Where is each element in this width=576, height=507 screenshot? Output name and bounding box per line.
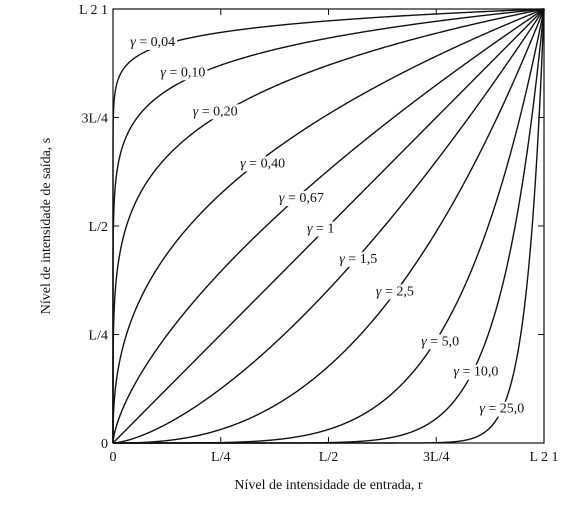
gamma-label-text: γ = 0,04 xyxy=(130,35,175,50)
gamma-label-text: γ = 0,67 xyxy=(279,191,324,206)
gamma-symbol: γ xyxy=(421,334,427,349)
curve-gamma-0_67 xyxy=(112,8,545,444)
gamma-label-0_4: γ = 0,40 xyxy=(238,156,288,172)
curve-gamma-0_04 xyxy=(112,8,545,443)
gamma-symbol: γ xyxy=(307,222,313,237)
x-tick-label: L 2 1 xyxy=(529,450,558,465)
y-tick-label: L/4 xyxy=(89,329,108,344)
gamma-label-background xyxy=(373,284,416,300)
x-axis-title: Nível de intensidade de entrada, r xyxy=(234,478,422,493)
gamma-value: = 0,10 xyxy=(166,65,205,80)
gamma-symbol: γ xyxy=(193,104,199,119)
gamma-label-text: γ = 2,5 xyxy=(376,284,414,299)
gamma-symbol: γ xyxy=(160,65,166,80)
curve-gamma-1_5 xyxy=(112,8,545,444)
gamma-label-0_2: γ = 0,20 xyxy=(190,104,240,120)
gamma-label-background xyxy=(190,104,240,120)
gamma-symbol: γ xyxy=(279,191,285,206)
gamma-symbol: γ xyxy=(453,365,459,380)
gamma-value: = 1,5 xyxy=(345,252,377,267)
gamma-label-background xyxy=(158,65,208,81)
y-tick-label: L/2 xyxy=(89,220,108,235)
y-axis-title: Nível de intensidade de saída, s xyxy=(39,138,54,315)
gamma-label-text: γ = 10,0 xyxy=(453,365,498,380)
curve-gamma-2_5 xyxy=(113,8,545,444)
x-tick-label: L/2 xyxy=(319,450,338,465)
gamma-label-background xyxy=(128,34,178,50)
y-tick-label: L 2 1 xyxy=(79,3,108,18)
gamma-symbol: γ xyxy=(479,402,485,417)
gamma-label-text: γ = 25,0 xyxy=(479,402,524,417)
x-tick-label: L/4 xyxy=(211,450,230,465)
x-tick-label: 0 xyxy=(110,450,117,465)
gamma-label-text: γ = 0,10 xyxy=(160,65,205,80)
gamma-label-2_5: γ = 2,5 xyxy=(373,284,416,300)
gamma-label-background xyxy=(419,334,462,350)
curve-gamma-0_2 xyxy=(112,8,545,443)
y-tick-label: 3L/4 xyxy=(82,112,108,127)
gamma-value: = 25,0 xyxy=(485,402,524,417)
ticks-group: 0 L/4 L/2 3L/4 L 2 1 0 L/4 L/2 3L/4 L 2 1 xyxy=(79,3,559,465)
gamma-label-background xyxy=(238,156,288,172)
gamma-symbol: γ xyxy=(130,35,136,50)
gamma-label-0_1: γ = 0,10 xyxy=(158,65,208,81)
gamma-labels-group: γ = 0,04γ = 0,10γ = 0,20γ = 0,40γ = 0,67… xyxy=(128,34,527,417)
gamma-symbol: γ xyxy=(339,252,345,267)
x-tick-label: 3L/4 xyxy=(423,450,449,465)
curve-gamma-0_4 xyxy=(112,8,545,443)
gamma-label-background xyxy=(337,251,380,267)
gamma-value: = 0,20 xyxy=(198,104,237,119)
gamma-label-text: γ = 0,40 xyxy=(240,156,285,171)
gamma-label-10: γ = 10,0 xyxy=(451,364,501,380)
gamma-label-1: γ = 1 xyxy=(304,221,337,237)
gamma-value: = 0,67 xyxy=(284,191,323,206)
gamma-value: = 2,5 xyxy=(381,284,413,299)
gamma-value: = 0,04 xyxy=(136,35,175,50)
gamma-label-text: γ = 1 xyxy=(307,222,334,237)
gamma-label-5: γ = 5,0 xyxy=(419,334,462,350)
curve-gamma-0_1 xyxy=(112,8,545,443)
gamma-label-background xyxy=(477,401,527,417)
gamma-label-0_67: γ = 0,67 xyxy=(276,191,326,207)
gamma-label-1_5: γ = 1,5 xyxy=(337,251,380,267)
gamma-label-text: γ = 1,5 xyxy=(339,252,377,267)
gamma-symbol: γ xyxy=(240,156,246,171)
gamma-label-text: γ = 5,0 xyxy=(421,334,459,349)
gamma-label-text: γ = 0,20 xyxy=(193,104,238,119)
gamma-value: = 0,40 xyxy=(246,156,285,171)
gamma-value: = 5,0 xyxy=(427,334,459,349)
gamma-label-0_04: γ = 0,04 xyxy=(128,34,178,50)
gamma-symbol: γ xyxy=(376,284,382,299)
y-tick-label: 0 xyxy=(101,437,108,452)
gamma-label-background xyxy=(451,364,501,380)
gamma-value: = 10,0 xyxy=(459,365,498,380)
gamma-label-background xyxy=(304,221,337,237)
gamma-value: = 1 xyxy=(312,222,334,237)
gamma-label-background xyxy=(276,191,326,207)
gamma-label-25: γ = 25,0 xyxy=(477,401,527,417)
